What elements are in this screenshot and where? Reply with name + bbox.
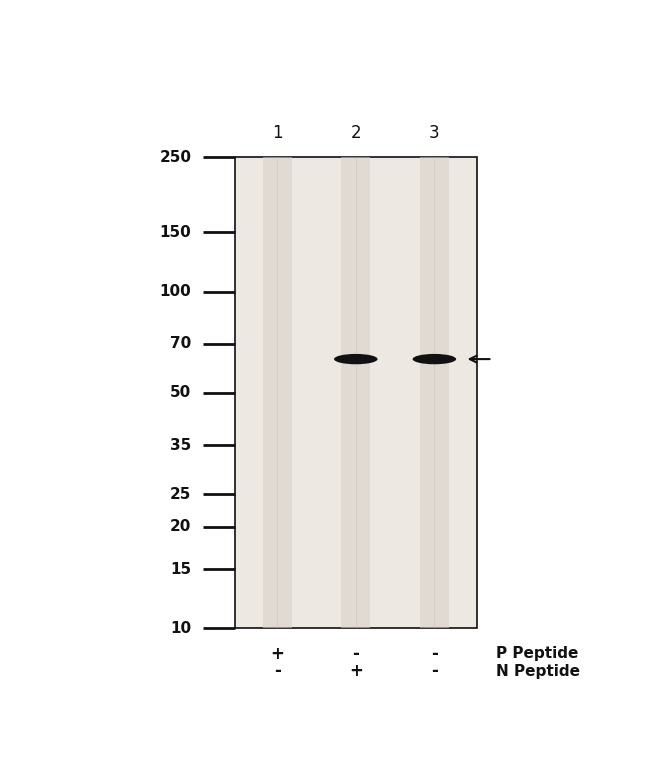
Text: 35: 35 (170, 437, 191, 452)
Text: 70: 70 (170, 336, 191, 351)
Bar (235, 158, 476, 628)
Bar (420, 158, 449, 628)
Ellipse shape (413, 354, 456, 365)
Text: +: + (349, 662, 363, 681)
Text: 20: 20 (170, 520, 191, 535)
Text: 50: 50 (170, 386, 191, 401)
Text: -: - (431, 662, 438, 681)
Text: 1: 1 (272, 125, 283, 143)
Text: 2: 2 (350, 125, 361, 143)
Text: 150: 150 (160, 225, 191, 240)
Text: 250: 250 (159, 150, 191, 165)
Bar (263, 158, 292, 628)
Text: 15: 15 (170, 561, 191, 576)
Text: P Peptide: P Peptide (496, 646, 578, 661)
Text: 100: 100 (160, 284, 191, 299)
Text: 3: 3 (429, 125, 439, 143)
Text: -: - (352, 644, 359, 662)
Bar (341, 158, 370, 628)
Text: 25: 25 (170, 487, 191, 502)
Text: N Peptide: N Peptide (496, 664, 580, 679)
Text: -: - (431, 644, 438, 662)
Text: +: + (270, 644, 284, 662)
Ellipse shape (334, 354, 378, 365)
Text: 10: 10 (170, 621, 191, 636)
Text: -: - (274, 662, 281, 681)
